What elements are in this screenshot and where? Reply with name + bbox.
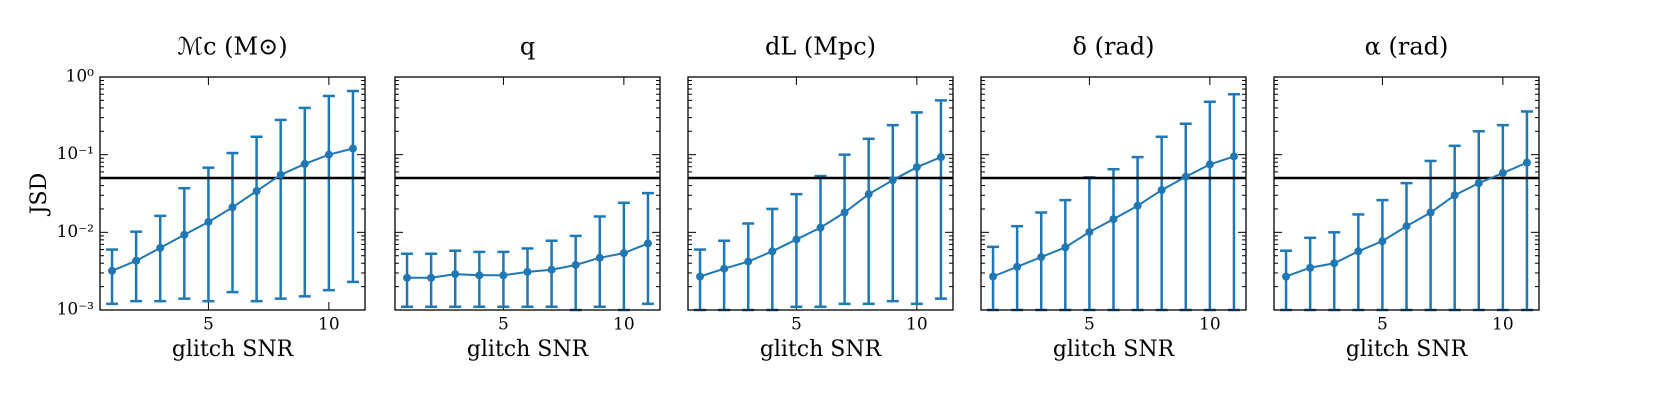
x-tick-label: 10 — [1199, 315, 1221, 335]
subplot-title: δ (rad) — [1073, 33, 1155, 61]
point — [816, 223, 825, 232]
point — [1282, 272, 1291, 281]
x-tick-label: 10 — [1492, 315, 1514, 335]
x-tick-label: 5 — [1084, 315, 1095, 335]
x-axis-label: glitch SNR — [760, 337, 883, 362]
x-tick-label: 10 — [613, 315, 635, 335]
point — [1426, 208, 1435, 217]
axes-frame — [99, 76, 366, 311]
point — [643, 239, 652, 248]
point — [792, 235, 801, 244]
point — [768, 247, 777, 256]
point — [888, 176, 897, 185]
point — [1522, 158, 1531, 167]
x-tick-label: 5 — [1377, 315, 1388, 335]
point — [324, 150, 333, 159]
point — [1157, 186, 1166, 195]
point — [348, 144, 357, 153]
point — [108, 266, 117, 275]
x-tick-label: 10 — [906, 315, 928, 335]
subplot-title: α (rad) — [1365, 33, 1449, 61]
x-axis-label: glitch SNR — [172, 337, 295, 362]
point — [989, 272, 998, 281]
x-axis-label: glitch SNR — [467, 337, 590, 362]
point — [1354, 247, 1363, 256]
x-axis-label: glitch SNR — [1346, 337, 1469, 362]
point — [451, 270, 460, 279]
point — [1109, 215, 1118, 224]
point — [1450, 191, 1459, 200]
point — [276, 170, 285, 179]
x-axis-label: glitch SNR — [1053, 337, 1176, 362]
axes-frame — [1273, 76, 1540, 311]
point — [1330, 259, 1339, 268]
y-tick-label: 10⁻³ — [57, 300, 94, 320]
point — [1061, 243, 1070, 252]
x-tick-label: 5 — [791, 315, 802, 335]
point — [156, 243, 165, 252]
point — [403, 273, 412, 282]
point — [1181, 172, 1190, 181]
subplot-title: dL (Mpc) — [765, 33, 876, 61]
point — [619, 249, 628, 258]
y-tick-label: 10⁻² — [57, 222, 94, 242]
point — [720, 264, 729, 273]
y-axis-label: JSD — [27, 173, 52, 217]
point — [1229, 152, 1238, 161]
point — [300, 159, 309, 168]
axes-frame — [394, 76, 661, 311]
x-tick-label: 5 — [498, 315, 509, 335]
point — [1498, 169, 1507, 178]
point — [1205, 160, 1214, 169]
point — [571, 260, 580, 269]
point — [1402, 222, 1411, 231]
point — [1378, 237, 1387, 246]
point — [228, 203, 237, 212]
point — [475, 271, 484, 280]
point — [936, 153, 945, 162]
subplot-title: ℳc (M⊙) — [177, 33, 287, 61]
point — [840, 208, 849, 217]
point — [1085, 227, 1094, 236]
point — [204, 217, 213, 226]
subplot-title: q — [520, 33, 535, 61]
point — [252, 187, 261, 196]
point — [1013, 262, 1022, 271]
x-tick-label: 10 — [318, 315, 340, 335]
y-tick-label: 10⁻¹ — [57, 144, 94, 164]
point — [1306, 263, 1315, 272]
point — [1474, 179, 1483, 188]
point — [132, 256, 141, 265]
point — [180, 230, 189, 239]
point — [864, 190, 873, 199]
point — [1037, 253, 1046, 262]
point — [912, 163, 921, 172]
point — [547, 265, 556, 274]
point — [1133, 201, 1142, 210]
point — [523, 267, 532, 276]
point — [427, 273, 436, 282]
point — [744, 257, 753, 266]
y-tick-label: 10⁰ — [66, 67, 95, 87]
point — [696, 272, 705, 281]
x-tick-label: 5 — [203, 315, 214, 335]
axes-frame — [687, 76, 954, 311]
point — [595, 253, 604, 262]
point — [499, 271, 508, 280]
axes-frame — [980, 76, 1247, 311]
